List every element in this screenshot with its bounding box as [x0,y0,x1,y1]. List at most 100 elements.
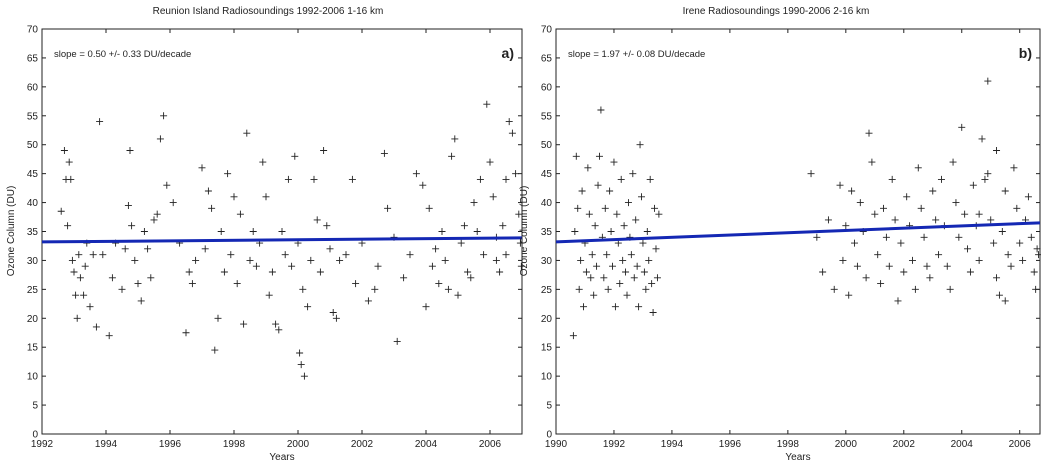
panel-a-ytick-label: 30 [27,256,39,267]
panel-a-data-point [284,175,292,183]
panel-a-data-point [243,129,251,137]
panel-a-data-point [68,256,76,264]
panel-b-data-point [984,77,992,85]
panel-a-data-point [425,204,433,212]
panel-b-data-point [937,175,945,183]
panel-a-data-point [220,268,228,276]
panel-b-data-point [637,193,645,201]
panel-a-xtick-label: 2004 [415,439,438,450]
panel-a-data-point [147,274,155,282]
panel-b-data-point [879,204,887,212]
panel-b-data-point [624,199,632,207]
panel-a-data-point [323,222,331,230]
panel-a-data-point [438,228,446,235]
panel-b-data-point [572,152,580,160]
panel-a-data-point [299,285,307,293]
panel-a-data-point [64,222,72,230]
panel-b-xtick-label: 1990 [545,439,568,450]
panel-a-data-point [57,207,65,215]
panel-b-ytick-label: 70 [541,25,553,36]
panel-a-data-point [441,256,449,264]
panel-b-data-point [946,285,954,293]
panel-a-data-point [67,175,75,183]
panel-a-data-point [428,262,436,270]
panel-b-xtick-label: 2006 [1009,439,1032,450]
panel-a-data-point [224,170,232,178]
panel-b-data-point [1027,233,1035,241]
panel-b-data-point [639,239,647,247]
panel-b-data-point [601,204,609,212]
panel-a-data-point [118,285,126,293]
panel-a-data-point [217,228,225,235]
panel-a-ytick-label: 35 [27,227,39,238]
panel-b-data-point [975,256,983,264]
panel-b-data-point [610,158,618,166]
panel-b-data-point [607,228,615,235]
panel-b-data-point [958,123,966,131]
panel-b-data-point [651,204,659,212]
panel-a-data-point [352,280,360,288]
panel-a-data-point [99,251,107,259]
panel-a-data-point [252,262,260,270]
panel-b-data-point [888,175,896,183]
panel-a-data-point [240,320,248,328]
panel-b-data-point [891,216,899,224]
panel-b-data-point [908,256,916,264]
panel-b-data-point [868,158,876,166]
panel-b-data-point [1007,262,1015,270]
panel-b-ytick-label: 40 [541,198,553,209]
panel-b-xlabel: Years [785,452,810,462]
panel-a-data-point [304,303,312,311]
panel-a-xtick-label: 2000 [287,439,310,450]
panel-a-data-point [144,245,152,253]
panel-a-data-point [502,251,510,259]
panel-b-data-point [577,256,585,264]
panel-b-data-point [594,181,602,189]
panel-b-data-point [845,291,853,299]
panel-b-data-point [619,256,627,264]
panel-b-data-point [1032,285,1040,293]
panel-b-data-point [851,239,859,247]
panel-a-data-point [384,204,392,212]
panel-b-data-point [975,210,983,218]
panel-a-data-point [422,303,430,311]
panel-b-data-point [824,216,832,224]
panel-a-data-point [448,152,456,160]
panel-a-xtick-label: 1996 [159,439,182,450]
panel-a-data-point [272,320,280,328]
panel-a-data-point [81,262,89,270]
panel-a-data-point [400,274,408,282]
panel-b-data-point [652,245,660,253]
panel-a-data-point [188,280,196,288]
panel-a-xlabel: Years [269,452,294,462]
panel-b-data-point [874,251,882,259]
panel-b-data-point [1004,251,1012,259]
panel-b-data-point [580,303,588,311]
panel-b-data-point [920,233,928,241]
panel-b-data-point [575,285,583,293]
panel-a-data-point [342,251,350,259]
panel-b-data-point [865,129,873,137]
panel-b-data-point [588,251,596,259]
panel-a-data-point [236,210,244,218]
panel-b-data-point [1013,204,1021,212]
panel-a-ytick-label: 20 [27,314,39,325]
panel-b-ytick-label: 55 [541,111,553,122]
panel-b-xtick-label: 2002 [893,439,916,450]
panel-b-xtick-label: 1996 [719,439,742,450]
panel-a-data-point [185,268,193,276]
panel-b-data-point [955,233,963,241]
panel-a-data-point [92,323,100,331]
panel-a-data-point [262,193,270,201]
panel-b-data-point [587,274,595,282]
panel-a-xtick-label: 1998 [223,439,246,450]
panel-a-data-point [278,228,286,235]
panel-a-data-point [393,337,401,345]
panel-a-data-point [313,216,321,224]
panel-a-data-point [198,164,206,172]
panel-a-data-point [153,210,161,218]
panel-b-data-point [585,210,593,218]
panel-a-data-point [201,245,209,253]
panel-a-data-point [486,158,494,166]
